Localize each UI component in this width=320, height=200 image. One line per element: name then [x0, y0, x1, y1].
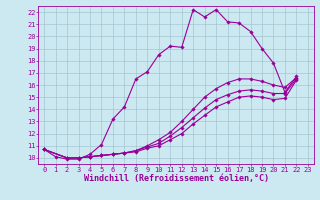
X-axis label: Windchill (Refroidissement éolien,°C): Windchill (Refroidissement éolien,°C)	[84, 174, 268, 183]
